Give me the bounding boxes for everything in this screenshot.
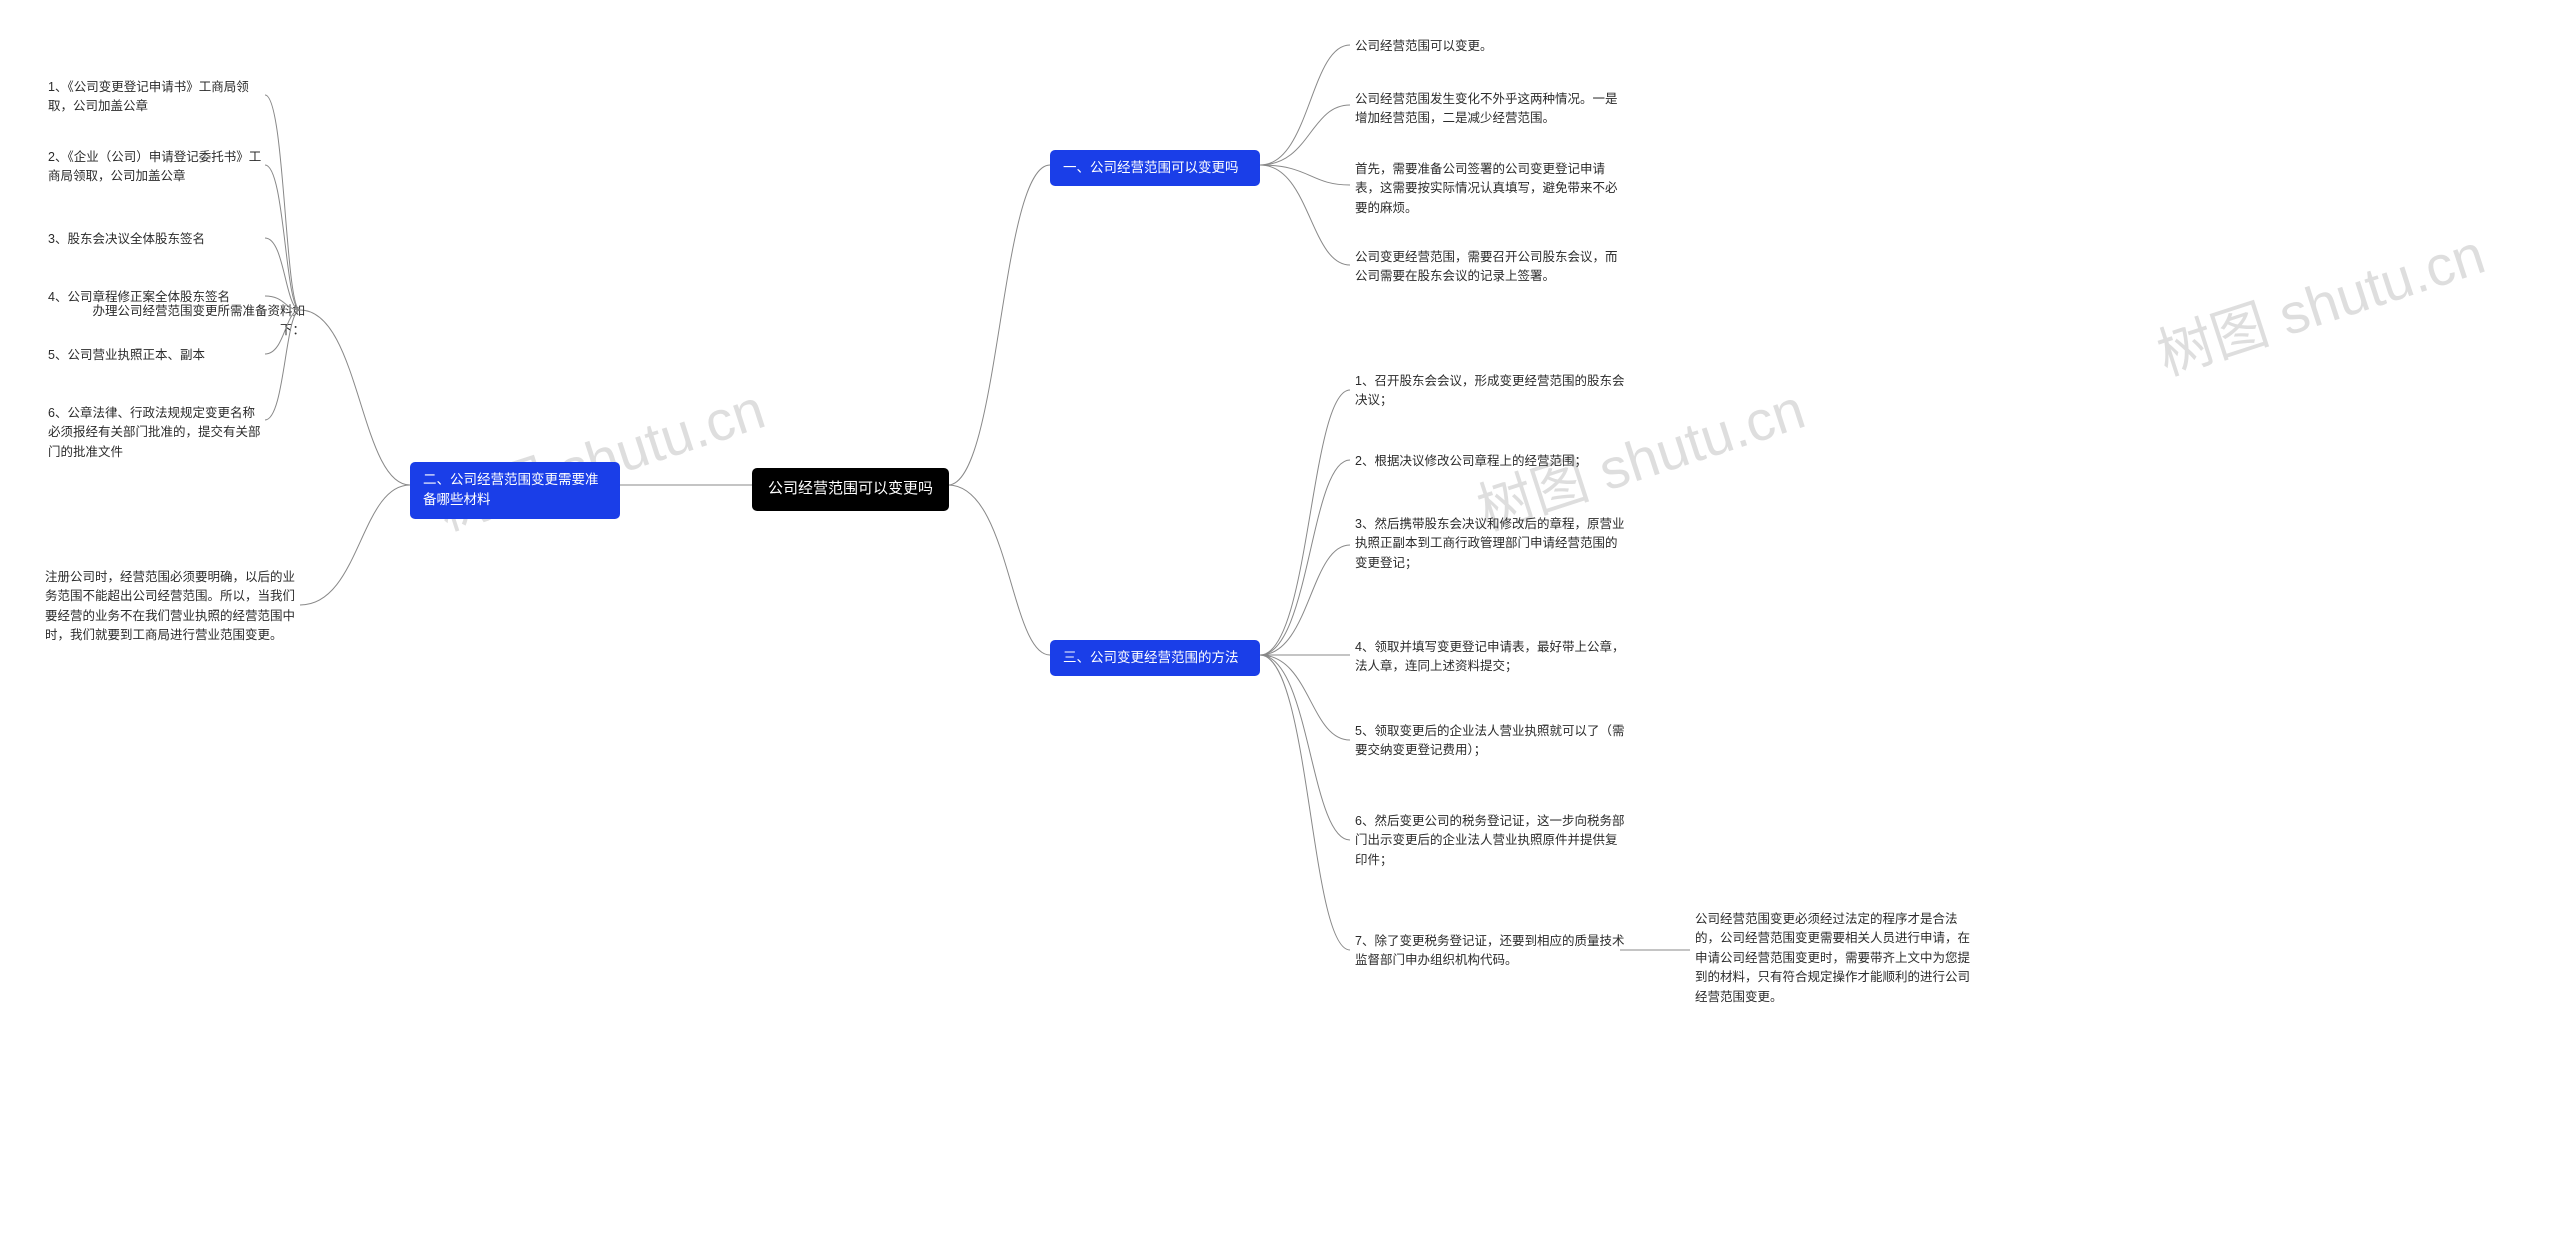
branch-2-sub1-leaf-4: 4、公司章程修正案全体股东签名 [48, 288, 263, 307]
branch-3-extra: 公司经营范围变更必须经过法定的程序才是合法的，公司经营范围变更需要相关人员进行申… [1695, 910, 1975, 1007]
connector-lines [0, 0, 2560, 1242]
branch-3-leaf-4: 4、领取并填写变更登记申请表，最好带上公章，法人章，连同上述资料提交； [1355, 638, 1625, 677]
branch-2-sub1-leaf-6: 6、公章法律、行政法规规定变更名称必须报经有关部门批准的，提交有关部门的批准文件 [48, 404, 263, 462]
branch-1-leaf-3: 首先，需要准备公司签署的公司变更登记申请表，这需要按实际情况认真填写，避免带来不… [1355, 160, 1625, 218]
branch-2-label: 二、公司经营范围变更需要准备哪些材料 [423, 472, 599, 507]
branch-3-leaf-1: 1、召开股东会会议，形成变更经营范围的股东会决议； [1355, 372, 1625, 411]
branch-1: 一、公司经营范围可以变更吗 [1050, 150, 1260, 186]
branch-2: 二、公司经营范围变更需要准备哪些材料 [410, 462, 620, 519]
branch-2-sub1-leaf-1: 1、《公司变更登记申请书》工商局领取，公司加盖公章 [48, 78, 263, 117]
branch-3-leaf-7: 7、除了变更税务登记证，还要到相应的质量技术监督部门申办组织机构代码。 [1355, 932, 1625, 971]
branch-1-leaf-2: 公司经营范围发生变化不外乎这两种情况。一是增加经营范围，二是减少经营范围。 [1355, 90, 1625, 129]
branch-1-leaf-1: 公司经营范围可以变更。 [1355, 37, 1625, 56]
branch-2-sub1-leaf-5: 5、公司营业执照正本、副本 [48, 346, 263, 365]
root-node: 公司经营范围可以变更吗 [752, 468, 949, 511]
branch-3-leaf-6: 6、然后变更公司的税务登记证，这一步向税务部门出示变更后的企业法人营业执照原件并… [1355, 812, 1625, 870]
branch-3-leaf-5: 5、领取变更后的企业法人营业执照就可以了（需要交纳变更登记费用）； [1355, 722, 1625, 761]
branch-3-leaf-3: 3、然后携带股东会决议和修改后的章程，原营业执照正副本到工商行政管理部门申请经营… [1355, 515, 1625, 573]
branch-2-sub1-label: 办理公司经营范围变更所需准备资料如下： [70, 302, 305, 341]
branch-3-leaf-2: 2、根据决议修改公司章程上的经营范围； [1355, 452, 1625, 471]
watermark: 树图 shutu.cn [2146, 210, 2494, 392]
branch-2-sub1-leaf-2: 2、《企业（公司）申请登记委托书》工商局领取，公司加盖公章 [48, 148, 263, 187]
branch-1-leaf-4: 公司变更经营范围，需要召开公司股东会议，而公司需要在股东会议的记录上签署。 [1355, 248, 1625, 287]
branch-3: 三、公司变更经营范围的方法 [1050, 640, 1260, 676]
branch-2-sub2: 注册公司时，经营范围必须要明确，以后的业务范围不能超出公司经营范围。所以，当我们… [45, 568, 305, 646]
connector-lines-left [0, 0, 2560, 1242]
watermark: 树图 shutu.cn [426, 365, 774, 547]
branch-2-sub1-leaf-3: 3、股东会决议全体股东签名 [48, 230, 263, 249]
